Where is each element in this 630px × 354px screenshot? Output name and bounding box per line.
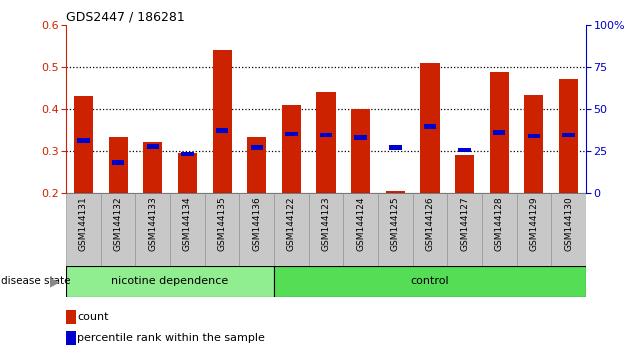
Text: GSM144125: GSM144125 [391,196,400,251]
Bar [135,193,170,266]
Bar [216,129,228,133]
Text: GSM144132: GSM144132 [113,196,123,251]
Bar [316,92,336,193]
Bar [66,193,101,266]
Text: GSM144128: GSM144128 [495,196,504,251]
Bar [459,148,471,152]
Text: disease state: disease state [1,276,70,286]
Bar [66,266,274,297]
Text: GSM144135: GSM144135 [217,196,227,251]
Text: GSM144130: GSM144130 [564,196,573,251]
Bar [420,63,440,193]
Bar [309,193,343,266]
Bar [274,193,309,266]
Bar [77,138,89,143]
Text: GSM144122: GSM144122 [287,196,296,251]
Bar [178,153,197,193]
Bar [517,193,551,266]
Bar [493,130,505,135]
Bar [386,191,405,193]
Bar [66,331,76,345]
Bar [66,310,76,324]
Bar [320,133,332,137]
Bar [490,72,509,193]
Bar [247,137,266,193]
Bar [413,193,447,266]
Text: GSM144126: GSM144126 [425,196,435,251]
Bar [455,155,474,193]
Text: GSM144124: GSM144124 [356,196,365,251]
Bar [424,124,436,129]
Text: GDS2447 / 186281: GDS2447 / 186281 [66,11,185,24]
Bar [282,105,301,193]
Bar [378,193,413,266]
Text: GSM144136: GSM144136 [252,196,261,251]
Bar [212,50,232,193]
Bar [482,193,517,266]
Bar [101,193,135,266]
Bar [285,132,297,136]
Text: GSM144123: GSM144123 [321,196,331,251]
Bar [170,193,205,266]
Text: ▶: ▶ [50,275,60,288]
Bar [351,109,370,193]
Bar [239,193,274,266]
Text: GSM144127: GSM144127 [460,196,469,251]
Bar [274,266,586,297]
Bar [551,193,586,266]
Bar [74,96,93,193]
Text: nicotine dependence: nicotine dependence [112,276,229,286]
Bar [181,152,193,156]
Text: control: control [411,276,449,286]
Bar [389,145,401,150]
Bar [559,79,578,193]
Bar [355,135,367,140]
Bar [147,144,159,149]
Text: GSM144133: GSM144133 [148,196,158,251]
Text: GSM144134: GSM144134 [183,196,192,251]
Bar [108,137,128,193]
Text: percentile rank within the sample: percentile rank within the sample [77,333,265,343]
Text: count: count [77,312,108,322]
Bar [143,142,163,193]
Bar [524,96,544,193]
Bar [343,193,378,266]
Bar [205,193,239,266]
Bar [112,160,124,165]
Text: GSM144129: GSM144129 [529,196,539,251]
Bar [563,133,575,137]
Bar [251,145,263,150]
Bar [447,193,482,266]
Text: GSM144131: GSM144131 [79,196,88,251]
Bar [528,134,540,138]
